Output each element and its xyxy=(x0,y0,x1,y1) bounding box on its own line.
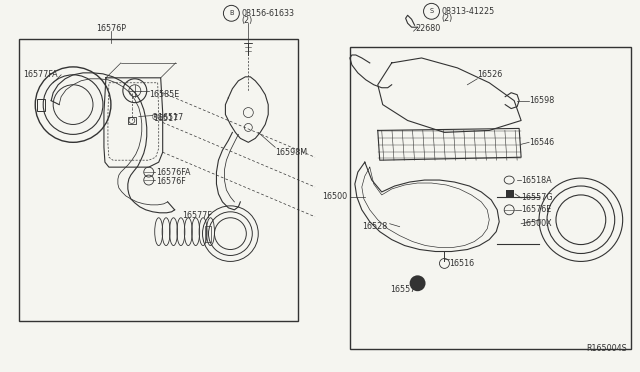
Bar xyxy=(37,99,45,110)
Text: 16517: 16517 xyxy=(153,114,178,123)
Bar xyxy=(19,39,298,321)
Text: 16577FA: 16577FA xyxy=(23,70,58,79)
Bar xyxy=(128,116,136,125)
Text: 16598M: 16598M xyxy=(275,148,307,157)
Text: 16500X: 16500X xyxy=(521,219,552,228)
Text: 08313-41225: 08313-41225 xyxy=(442,7,495,16)
Text: (2): (2) xyxy=(241,16,253,25)
Text: (2): (2) xyxy=(442,14,452,23)
Text: 16518A: 16518A xyxy=(521,176,552,185)
Text: 16576E: 16576E xyxy=(521,205,552,214)
Bar xyxy=(205,226,211,241)
Text: 16557: 16557 xyxy=(390,285,415,294)
Text: 16500: 16500 xyxy=(322,192,347,201)
Text: 16546: 16546 xyxy=(529,138,554,147)
Circle shape xyxy=(410,275,426,291)
Text: 16576P: 16576P xyxy=(96,24,126,33)
Text: 16528: 16528 xyxy=(362,222,387,231)
Text: 16526: 16526 xyxy=(477,70,502,79)
Text: 16516: 16516 xyxy=(449,259,475,268)
Text: 16557G: 16557G xyxy=(521,193,553,202)
Text: 16576F: 16576F xyxy=(156,177,186,186)
Text: 16576FA: 16576FA xyxy=(156,168,190,177)
Text: 16577F: 16577F xyxy=(182,211,212,220)
Text: 22680: 22680 xyxy=(415,24,441,33)
Text: R165004S: R165004S xyxy=(586,344,627,353)
Bar xyxy=(506,190,514,198)
Bar xyxy=(350,47,630,349)
Text: B: B xyxy=(229,10,234,16)
Text: 16585E: 16585E xyxy=(148,90,179,99)
Text: S: S xyxy=(429,8,433,14)
Text: 16598: 16598 xyxy=(529,96,554,105)
Text: 08156-61633: 08156-61633 xyxy=(241,9,294,18)
Text: ®16517: ®16517 xyxy=(151,113,184,122)
